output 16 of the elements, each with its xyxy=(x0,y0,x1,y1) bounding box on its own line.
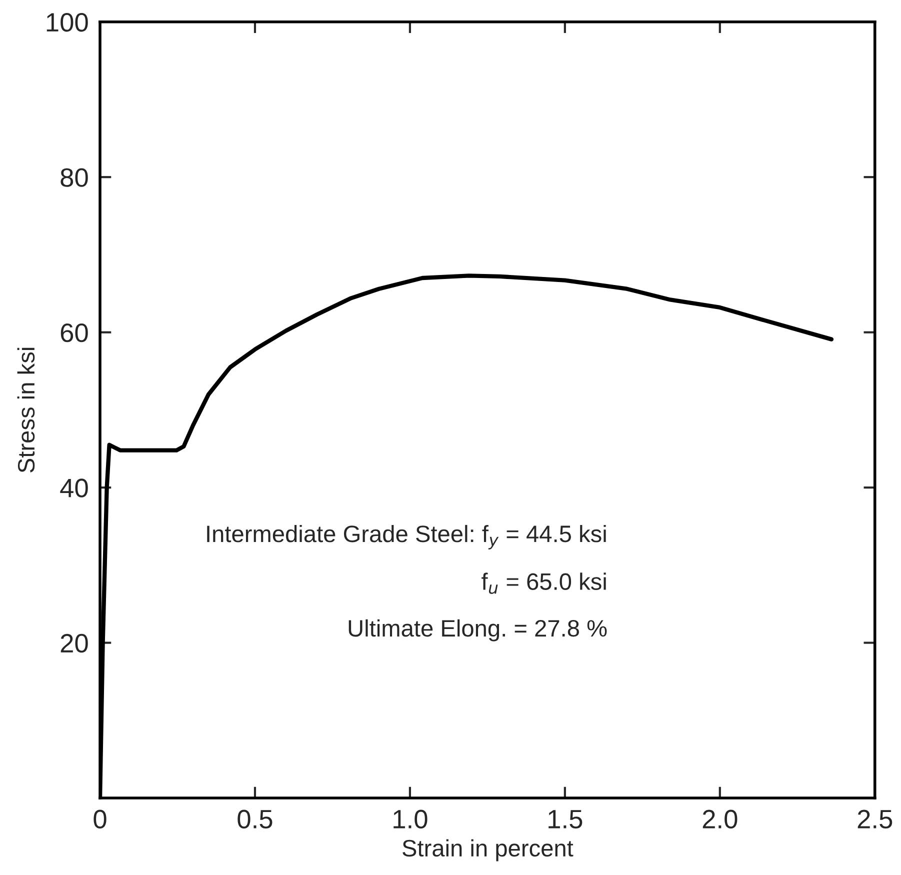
annotation: Intermediate Grade Steel: f$_{y}$ = 44.5 ksi xyxy=(207,524,606,550)
annotation: f$_{u}$ = 65.0 ksi xyxy=(482,572,606,594)
x-tick-label: 1.5 xyxy=(548,810,582,828)
x-tick-label: 2.5 xyxy=(858,810,892,828)
y-axis-title: Stress in ksi xyxy=(17,348,35,472)
annotation: Ultimate Elong. = 27.8 % xyxy=(348,619,607,642)
y-tick-label: 20 xyxy=(60,634,88,653)
y-tick-label: 100 xyxy=(46,13,88,32)
x-tick-label: 2.0 xyxy=(702,810,738,828)
x-tick-label: 1.0 xyxy=(394,810,428,828)
y-tick-label: 80 xyxy=(60,168,88,187)
x-tick-label: 0 xyxy=(94,810,106,828)
y-tick-label: 40 xyxy=(60,478,88,498)
x-tick-label: 0.5 xyxy=(238,810,272,828)
x-axis-title: Strain in percent xyxy=(402,839,574,862)
y-tick-label: 60 xyxy=(60,323,88,342)
